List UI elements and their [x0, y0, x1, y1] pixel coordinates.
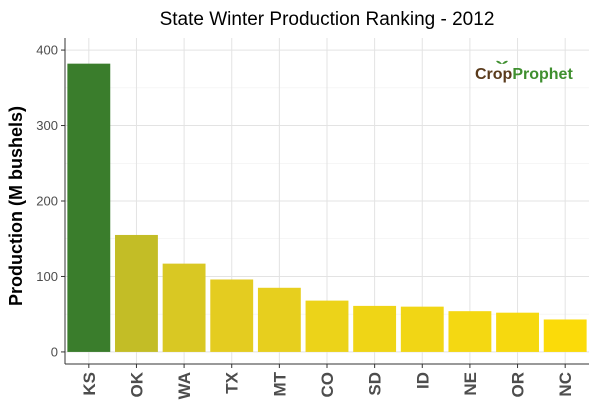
svg-text:CropProphet: CropProphet	[475, 66, 573, 83]
bar-tx	[210, 279, 254, 352]
bar-co	[305, 300, 349, 352]
bar-wa	[162, 263, 206, 352]
bar-ne	[448, 311, 492, 352]
bar-or	[496, 312, 539, 352]
x-tick-label-id: ID	[413, 372, 432, 389]
cropprophet-logo: CropProphet	[475, 60, 573, 83]
bar-mt	[257, 287, 301, 352]
x-tick-label-tx: TX	[223, 371, 242, 393]
x-tick-label-ok: OK	[127, 371, 146, 397]
x-tick-label-ne: NE	[461, 372, 480, 396]
y-tick-label: 400	[36, 43, 58, 58]
plot-area: 0 100 200 300 400 KS OK WA TX MT CO SD ID NE OR NC	[36, 38, 589, 399]
bar-sd	[353, 305, 397, 352]
sprout-icon	[496, 60, 508, 64]
x-tick-label-wa: WA	[175, 372, 194, 399]
bar-id	[400, 306, 444, 352]
y-tick-label: 100	[36, 269, 58, 284]
logo-text-crop: Crop	[475, 66, 513, 83]
x-tick-label-or: OR	[509, 372, 528, 398]
y-tick-label: 200	[36, 194, 58, 209]
chart-title: State Winter Production Ranking - 2012	[160, 9, 495, 30]
x-tick-label-co: CO	[318, 372, 337, 398]
logo-text-prophet: Prophet	[512, 66, 573, 83]
bar-ok	[115, 234, 158, 352]
x-tick-label-ks: KS	[80, 372, 99, 396]
bar-ks	[67, 63, 111, 352]
y-axis-label: Production (M bushels)	[6, 106, 26, 306]
x-tick-label-mt: MT	[270, 371, 289, 396]
bar-nc	[543, 319, 587, 352]
y-tick-label: 300	[36, 118, 58, 133]
x-tick-label-nc: NC	[556, 372, 575, 397]
y-tick-label: 0	[51, 344, 58, 359]
x-tick-label-sd: SD	[366, 372, 385, 396]
